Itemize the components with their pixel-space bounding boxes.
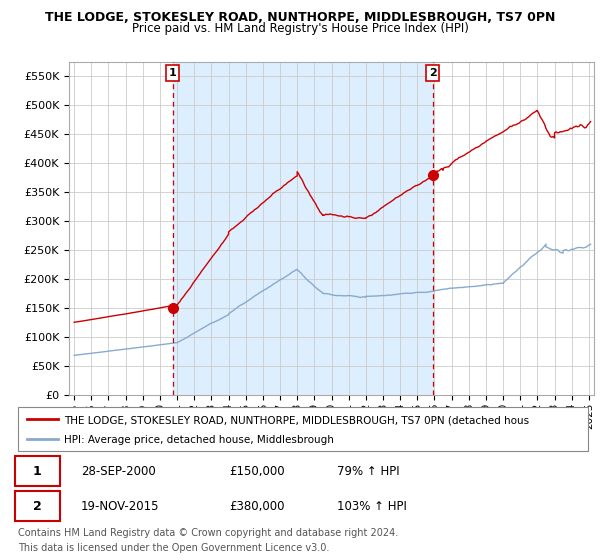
Text: 2: 2 — [33, 500, 42, 513]
FancyBboxPatch shape — [15, 456, 59, 487]
Text: 2: 2 — [429, 68, 437, 78]
Text: £150,000: £150,000 — [229, 465, 284, 478]
Text: 79% ↑ HPI: 79% ↑ HPI — [337, 465, 400, 478]
Text: THE LODGE, STOKESLEY ROAD, NUNTHORPE, MIDDLESBROUGH, TS7 0PN: THE LODGE, STOKESLEY ROAD, NUNTHORPE, MI… — [45, 11, 555, 24]
Text: 1: 1 — [169, 68, 176, 78]
Text: £380,000: £380,000 — [229, 500, 284, 513]
Text: 103% ↑ HPI: 103% ↑ HPI — [337, 500, 407, 513]
Text: 28-SEP-2000: 28-SEP-2000 — [80, 465, 155, 478]
Text: Contains HM Land Registry data © Crown copyright and database right 2024.: Contains HM Land Registry data © Crown c… — [18, 528, 398, 538]
Text: THE LODGE, STOKESLEY ROAD, NUNTHORPE, MIDDLESBROUGH, TS7 0PN (detached hous: THE LODGE, STOKESLEY ROAD, NUNTHORPE, MI… — [64, 415, 529, 425]
FancyBboxPatch shape — [15, 491, 59, 521]
Bar — [173, 62, 433, 395]
Text: Price paid vs. HM Land Registry's House Price Index (HPI): Price paid vs. HM Land Registry's House … — [131, 22, 469, 35]
Text: HPI: Average price, detached house, Middlesbrough: HPI: Average price, detached house, Midd… — [64, 435, 334, 445]
Text: 1: 1 — [33, 465, 42, 478]
Text: This data is licensed under the Open Government Licence v3.0.: This data is licensed under the Open Gov… — [18, 543, 329, 553]
Text: 19-NOV-2015: 19-NOV-2015 — [80, 500, 159, 513]
